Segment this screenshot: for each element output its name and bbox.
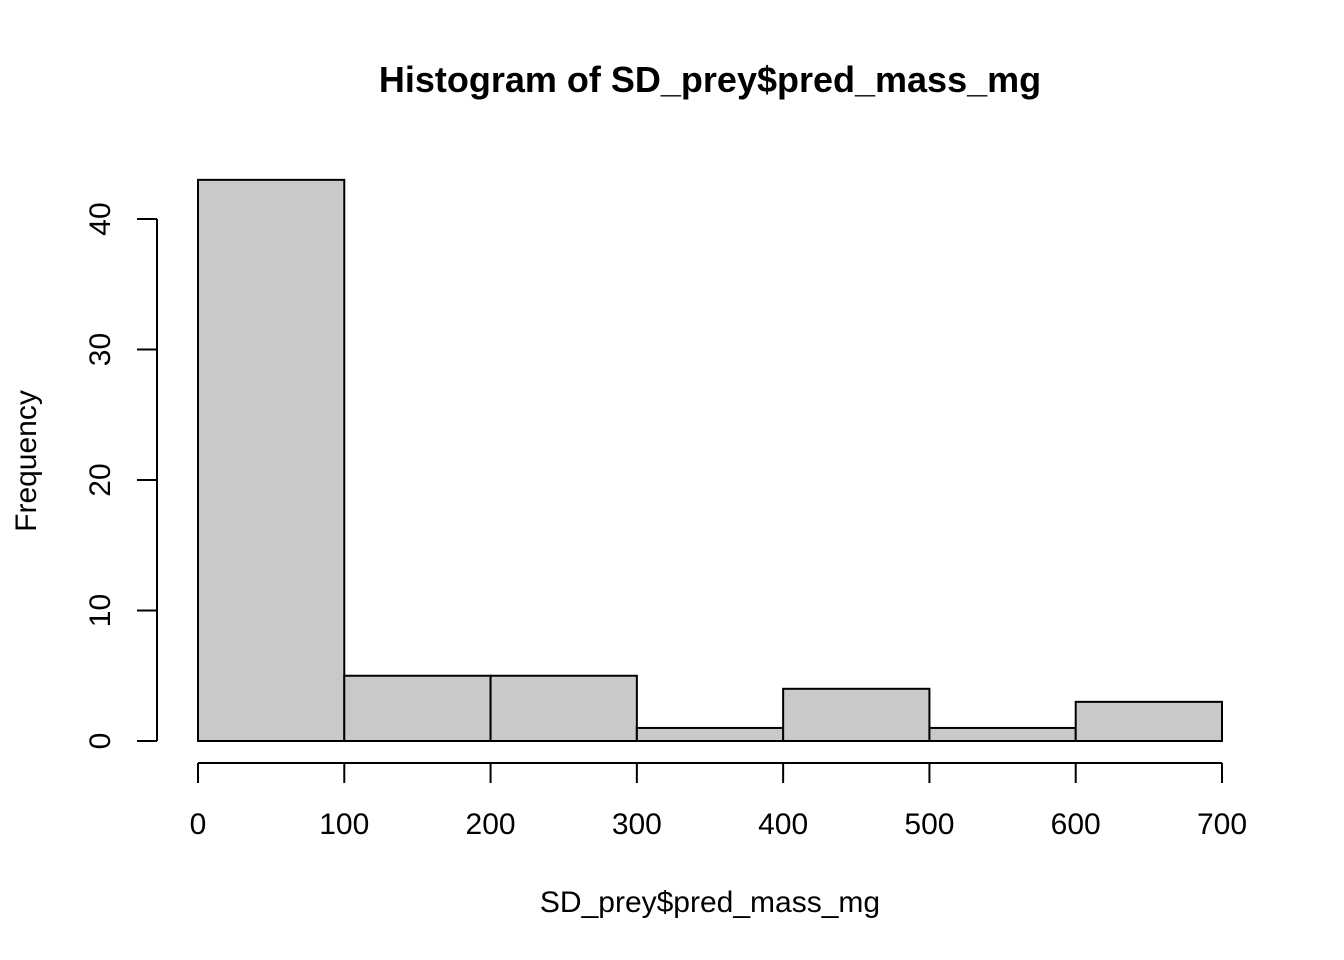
x-tick-label: 700 xyxy=(1197,808,1247,841)
x-tick-label: 100 xyxy=(319,808,369,841)
histogram-bars xyxy=(197,178,1223,743)
x-axis: 0 100 200 300 400 500 600 700 xyxy=(190,762,1247,841)
y-axis-title: Frequency xyxy=(10,390,43,532)
histogram-bar-100-200 xyxy=(343,674,492,742)
histogram-bar-200-300 xyxy=(489,674,638,742)
y-tick-label: 40 xyxy=(84,202,117,235)
histogram-bar-600-700 xyxy=(1074,700,1223,742)
chart-title: Histogram of SD_prey$pred_mass_mg xyxy=(379,59,1041,100)
y-tick-label: 30 xyxy=(84,333,117,366)
x-axis-title: SD_prey$pred_mass_mg xyxy=(540,886,880,919)
x-tick-label: 300 xyxy=(612,808,662,841)
x-tick-label: 0 xyxy=(190,808,207,841)
y-tick-label: 10 xyxy=(84,594,117,627)
x-tick-label: 500 xyxy=(904,808,954,841)
histogram-bar-400-500 xyxy=(782,687,931,742)
x-tick-label: 400 xyxy=(758,808,808,841)
x-tick-label: 600 xyxy=(1051,808,1101,841)
y-tick-label: 20 xyxy=(84,463,117,496)
y-tick-label: 0 xyxy=(84,733,117,750)
histogram-bar-500-600 xyxy=(928,726,1077,743)
x-tick-label: 200 xyxy=(466,808,516,841)
histogram-bar-300-400 xyxy=(635,726,785,743)
y-axis: 0 10 20 30 40 xyxy=(84,202,158,750)
histogram-bar-0-100 xyxy=(197,178,346,743)
